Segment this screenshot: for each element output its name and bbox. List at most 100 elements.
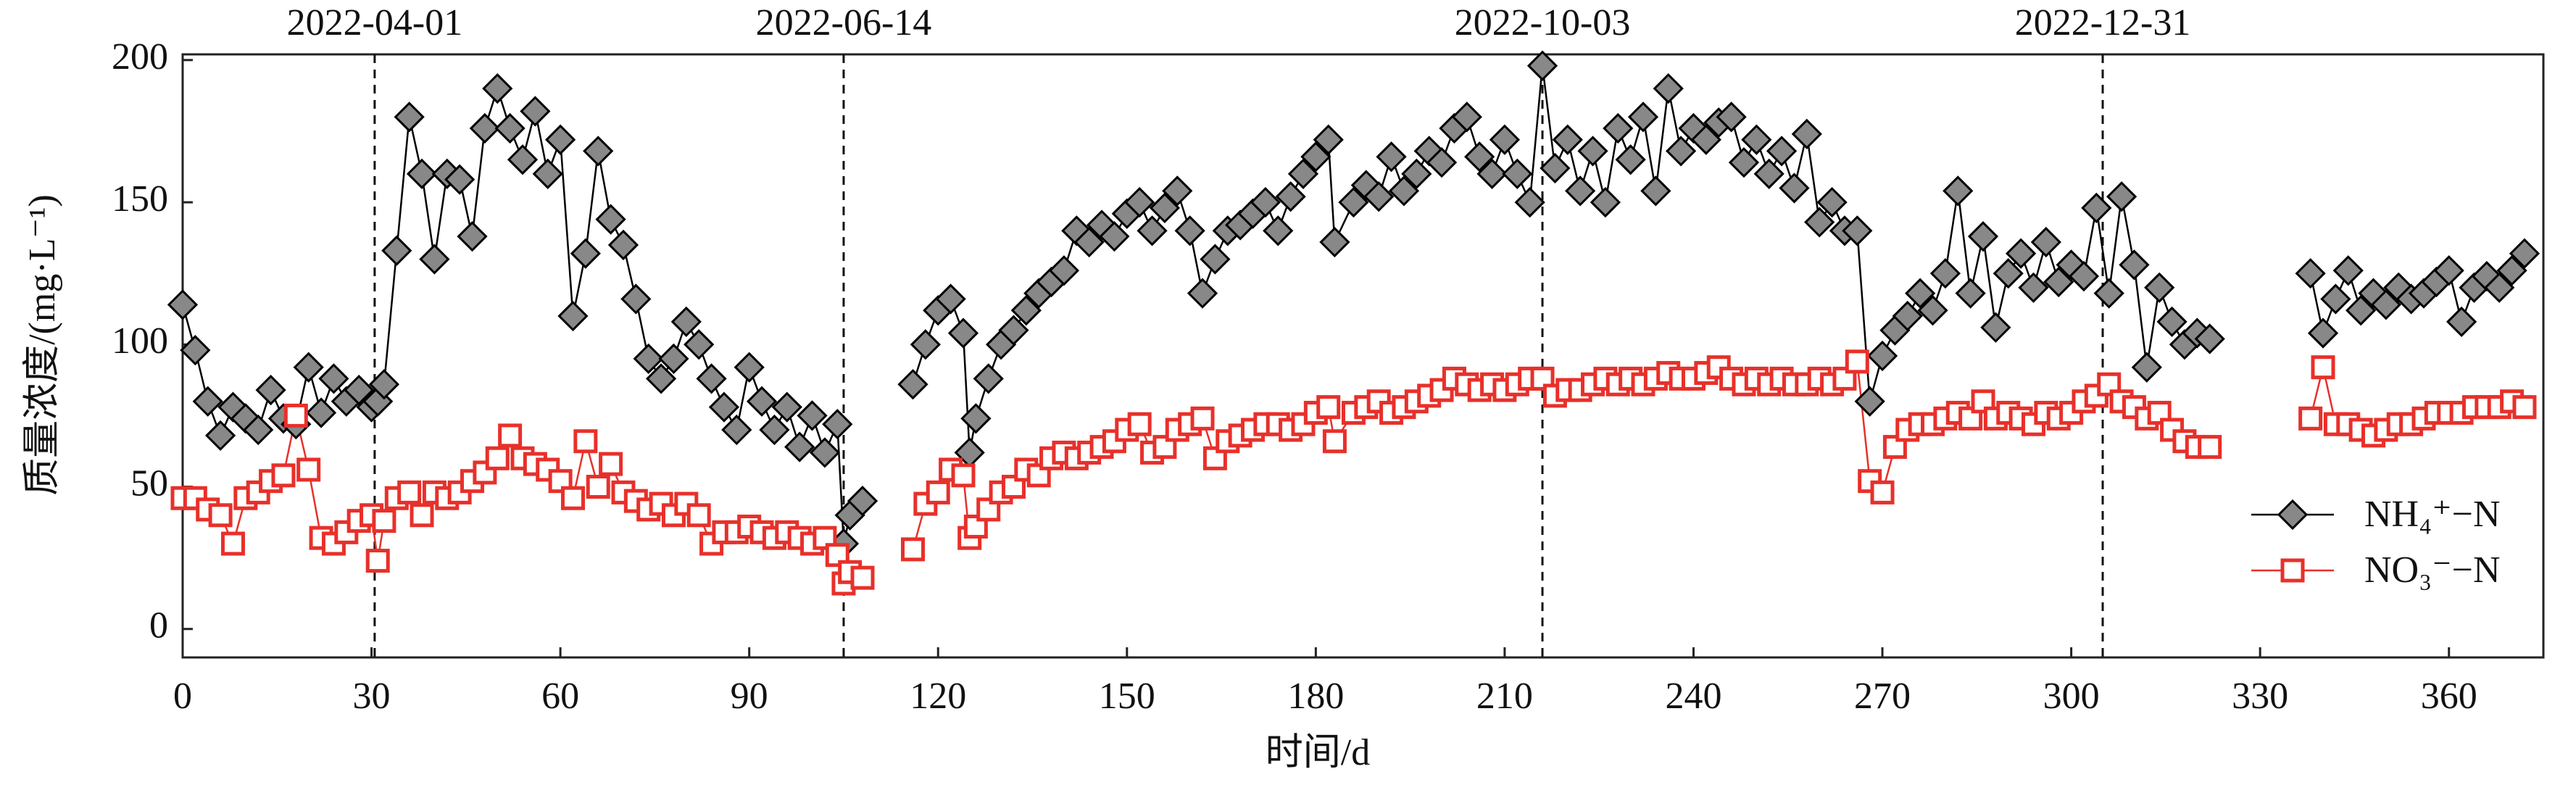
data-point [2106,181,2137,212]
data-point [2433,255,2464,286]
data-point [595,204,626,235]
data-point [2119,249,2150,281]
data-point [2311,355,2335,380]
data-point [951,463,976,488]
data-point [686,503,711,528]
data-point [457,221,488,252]
x-tick-label: 210 [1476,676,1533,717]
data-point [1287,158,1319,189]
x-tick-label: 240 [1665,676,1721,717]
data-point [2081,192,2112,224]
data-point [734,352,765,383]
data-point [900,537,925,562]
data-point [1162,175,1193,207]
data-point [1993,258,2024,289]
data-point [910,329,941,360]
data-point [1882,435,1907,460]
data-point [1627,101,1659,133]
data-point [1779,173,1810,204]
data-point [1603,112,1634,144]
data-point [2144,272,2175,303]
data-point [2496,255,2527,286]
data-point [1127,412,1152,436]
data-point [344,374,375,406]
data-point [847,486,878,517]
x-tick-label: 90 [731,676,768,717]
data-point [532,158,563,189]
data-point [1137,215,1168,246]
data-point [1943,175,1974,207]
data-point [1489,124,1521,155]
data-point [220,531,245,556]
data-point [1250,186,1281,218]
data-point [570,238,601,269]
data-point [365,549,390,573]
data-point [1741,124,1772,155]
x-tick-label: 120 [910,676,966,717]
data-point [419,244,450,275]
data-point [192,386,223,417]
data-point [180,335,211,366]
x-tick-label: 330 [2232,676,2288,717]
data-point [208,503,233,528]
data-point [797,400,828,431]
data-point [498,423,523,448]
data-point [1363,181,1395,212]
data-point [897,369,928,400]
x-tick-label: 150 [1099,676,1155,717]
x-tick-label: 360 [2421,676,2477,717]
data-point [1665,136,1697,167]
data-point [1866,340,1898,372]
event-label: 2022-06-14 [756,2,932,43]
data-point [444,164,475,195]
data-point [494,112,525,144]
data-point [1565,175,1596,207]
data-point [1640,175,1671,207]
data-point [2018,272,2049,303]
data-point [1615,144,1646,175]
x-tick-label: 270 [1854,676,1911,717]
data-point [1190,406,1215,431]
data-point [1816,186,1848,218]
x-tick-label: 0 [173,676,192,717]
data-point [1010,295,1042,326]
data-point [1464,141,1495,173]
data-point [1263,215,1294,246]
data-point [1716,101,1747,133]
data-point [2484,272,2515,303]
data-point [1376,141,1407,173]
data-point [2298,406,2323,431]
data-point [1552,124,1583,155]
data-point [670,306,702,338]
data-point [381,235,412,266]
data-point [960,403,992,434]
data-point [998,315,1029,346]
data-point [1322,429,1347,454]
data-point [2346,295,2377,326]
data-point [1099,221,1130,252]
data-point [2295,258,2326,289]
data-point [1152,435,1177,460]
data-point [607,229,639,261]
x-tick-label: 300 [2043,676,2100,717]
y-axis-label: 质量浓度/(mg·L⁻¹) [22,194,63,496]
data-point [397,480,422,504]
y-tick-label: 200 [112,36,168,78]
legend-label: NO₃⁻−N [2364,549,2501,591]
data-point [620,283,652,315]
data-point [1048,255,1080,286]
data-point [372,509,396,533]
data-point [771,391,802,423]
data-point [1929,258,1961,289]
data-point [599,452,623,476]
data-point [520,96,551,127]
data-point [825,543,849,568]
data-point [947,317,979,349]
data-point [1766,136,1798,167]
data-point [507,144,539,175]
data-point [1316,395,1341,420]
data-point [362,386,394,417]
data-point [296,457,321,482]
y-tick-label: 0 [149,605,168,647]
